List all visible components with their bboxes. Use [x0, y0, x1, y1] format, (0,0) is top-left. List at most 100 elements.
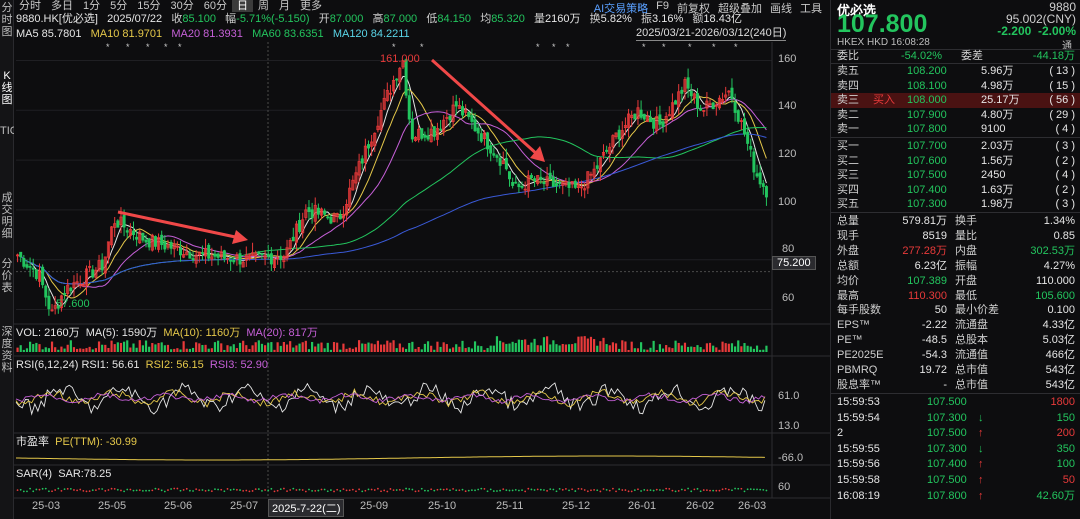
period-30m[interactable]: 30分 — [170, 0, 194, 12]
stat-row[interactable]: PBMRQ 19.72 总市值 543亿 — [831, 363, 1080, 378]
tick-time: 2 — [837, 427, 844, 440]
overlay-button[interactable]: 超级叠加 — [718, 3, 762, 15]
sar-dot — [671, 489, 674, 492]
volume-bar — [715, 347, 718, 352]
ask-row[interactable]: 卖五 108.200 5.96万 ( 13 ) — [831, 64, 1080, 79]
ask-row[interactable]: 卖二 107.900 4.80万 ( 29 ) — [831, 108, 1080, 123]
candle-body — [63, 293, 67, 295]
tick-price: 107.300 — [927, 411, 967, 424]
stat-row[interactable]: 每手股数 50 最小价差 0.100 — [831, 303, 1080, 318]
volume-bar — [536, 345, 539, 352]
tick-row[interactable]: 2 107.500 ↑ 200 — [831, 426, 1080, 441]
period-15m[interactable]: 15分 — [137, 0, 161, 12]
ask-row[interactable]: 卖四 108.100 4.98万 ( 15 ) — [831, 79, 1080, 94]
stat-row[interactable]: EPS™ -2.22 流通盘 4.33亿 — [831, 318, 1080, 333]
bid-row[interactable]: 买二 107.600 1.56万 ( 2 ) — [831, 154, 1080, 169]
tick-row[interactable]: 15:59:55 107.300 ↓ 350 — [831, 442, 1080, 457]
stat-row[interactable]: 总额 6.23亿 振幅 4.27% — [831, 259, 1080, 274]
candle-body — [727, 90, 731, 93]
volume-bar — [508, 343, 511, 352]
tab-kline[interactable]: K线图 — [1, 70, 13, 106]
volume-bar — [734, 346, 737, 352]
period-week[interactable]: 周 — [258, 0, 269, 12]
forward-adjust-button[interactable]: 前复权 — [677, 3, 710, 15]
bid-row[interactable]: 买五 107.300 1.98万 ( 3 ) — [831, 197, 1080, 212]
sar-dot — [549, 488, 552, 490]
stat-row[interactable]: 均价 107.389 开盘 110.000 — [831, 274, 1080, 289]
stat-row[interactable]: 最高 110.300 最低 105.600 — [831, 289, 1080, 304]
volume-bar — [179, 349, 182, 352]
candle-body — [526, 175, 530, 192]
sar-dot — [151, 489, 154, 492]
stat-row[interactable]: 现手 8519 量比 0.85 — [831, 229, 1080, 244]
period-more[interactable]: 更多 — [300, 0, 322, 12]
stat-label: 开盘 — [955, 274, 977, 287]
kline-chart[interactable]: * * * * * * * * * * * * * * * — [0, 0, 830, 519]
candle-body — [739, 120, 743, 122]
tick-row[interactable]: 15:59:54 107.300 ↓ 150 — [831, 411, 1080, 426]
volume-bar — [614, 343, 618, 352]
stat-row[interactable]: 外盘 277.28万 内盘 302.53万 — [831, 244, 1080, 259]
date-axis-label: 26-01 — [628, 500, 657, 512]
ask-volume: 4.80万 — [981, 108, 1014, 121]
sar-dot — [120, 489, 122, 492]
period-day[interactable]: 日 — [232, 0, 253, 12]
sar-dot — [229, 489, 232, 491]
stat-row[interactable]: 总量 579.81万 换手 1.34% — [831, 214, 1080, 229]
ask-row[interactable]: 卖三 108.000 25.17万 ( 56 ) 买入 — [831, 93, 1080, 108]
f9-button[interactable]: F9 — [656, 0, 669, 12]
last-price: 107.800 — [837, 10, 928, 38]
tab-trade-detail[interactable]: 成交明细 — [1, 192, 13, 240]
tick-row[interactable]: 16:08:19 107.800 ↑ 42.60万 — [831, 489, 1080, 504]
tick-row[interactable]: 15:59:58 107.500 ↑ 50 — [831, 473, 1080, 488]
tab-price-table[interactable]: 分价表 — [1, 258, 13, 294]
sar-dot — [358, 488, 360, 491]
candle-body — [395, 78, 399, 81]
draw-line-button[interactable]: 画线 — [770, 3, 792, 15]
candle-body — [382, 97, 386, 110]
period-multiday[interactable]: 多日 — [51, 0, 73, 12]
tick-row[interactable]: 15:59:53 107.500 1800 — [831, 395, 1080, 410]
candle-body — [38, 270, 41, 282]
trend-arrow-head — [232, 230, 248, 244]
period-1m[interactable]: 1分 — [83, 0, 101, 12]
period-timeshare[interactable]: 分时 — [19, 0, 41, 12]
ai-strategy-button[interactable]: AI交易策略 — [593, 3, 649, 15]
bid-row[interactable]: 买一 107.700 2.03万 ( 3 ) — [831, 139, 1080, 154]
sar-dot — [373, 489, 376, 491]
event-star-marker: * — [566, 42, 570, 52]
bid-count: ( 3 ) — [1055, 140, 1075, 152]
tab-depth-data[interactable]: 深度资料 — [1, 326, 13, 374]
tick-volume: 100 — [1056, 458, 1075, 471]
quote-panel: 优必选 9880 107.800 95.002(CNY) -2.200 -2.0… — [830, 0, 1080, 519]
period-month[interactable]: 月 — [279, 0, 290, 12]
candle-body — [398, 67, 402, 83]
tick-row[interactable]: 15:59:56 107.400 ↑ 100 — [831, 457, 1080, 472]
stat-row[interactable]: PE2025E -54.3 流通值 466亿 — [831, 348, 1080, 363]
sar-dot — [95, 489, 97, 492]
tools-button[interactable]: 工具 — [800, 3, 822, 15]
ask-label: 卖三 — [837, 94, 859, 107]
sar-dot — [505, 489, 508, 492]
candle-body — [341, 213, 345, 219]
bid-row[interactable]: 买三 107.500 2450 ( 4 ) — [831, 168, 1080, 183]
period-5m[interactable]: 5分 — [110, 0, 128, 12]
sar-dot — [248, 490, 251, 493]
sar-dot — [449, 489, 451, 492]
candle-body — [410, 118, 414, 140]
stat-row[interactable]: PE™ -48.5 总股本 5.03亿 — [831, 333, 1080, 348]
candle-body — [473, 119, 477, 132]
volume-bar — [555, 344, 558, 352]
ma5-legend: MA5 85.7801 — [16, 28, 82, 40]
ask-row[interactable]: 卖一 107.800 9100 ( 4 ) — [831, 122, 1080, 137]
candle-body — [53, 305, 57, 309]
volume-bar — [364, 343, 367, 352]
bid-row[interactable]: 买四 107.400 1.63万 ( 2 ) — [831, 183, 1080, 198]
period-60m[interactable]: 60分 — [203, 0, 227, 12]
date-range-selector[interactable]: 2025/03/21-2026/03/12(240日) — [636, 27, 787, 41]
candle-body — [103, 256, 107, 274]
candle-body — [711, 102, 715, 110]
tab-timeshare[interactable]: 分时图 — [1, 2, 13, 38]
stat-row[interactable]: 股息率™ - 总市值 543亿 — [831, 378, 1080, 393]
sar-dot — [116, 488, 119, 491]
